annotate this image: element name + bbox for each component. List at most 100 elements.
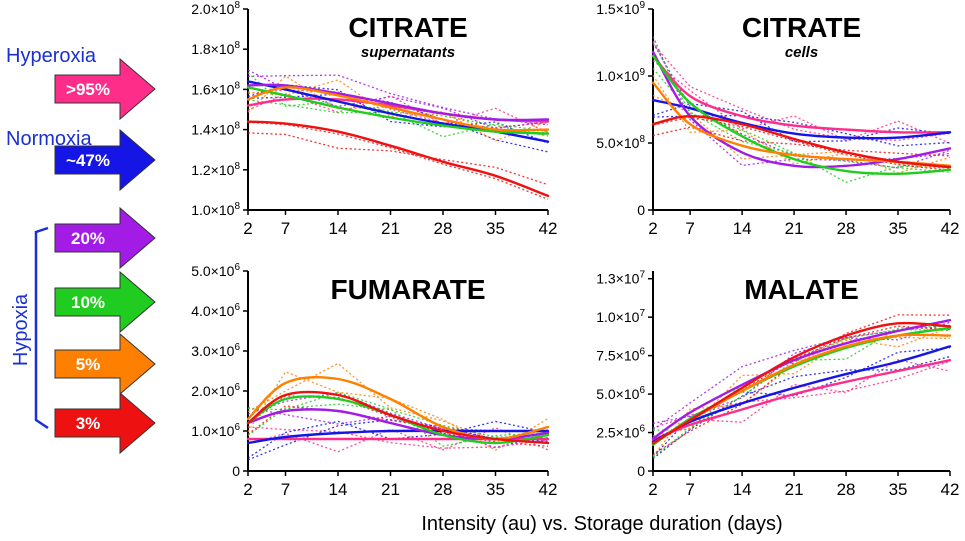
replicate-trace-47 — [247, 93, 549, 153]
chart-title: FUMARATE — [330, 274, 485, 305]
y-tick-label: 2.0×108 — [191, 0, 240, 17]
x-tick-label: 14 — [733, 219, 752, 238]
legend-label-c10: 10% — [71, 293, 105, 312]
y-tick-label: 2.0×106 — [191, 382, 240, 399]
x-tick-label: 14 — [733, 480, 752, 499]
x-tick-label: 21 — [785, 480, 804, 499]
legend-item-c95: >95% — [54, 57, 156, 121]
series-line-10 — [651, 54, 952, 176]
replicate-trace-5 — [652, 74, 951, 170]
series-line-95 — [651, 54, 952, 134]
y-tick-label: 5.0×108 — [596, 134, 645, 151]
x-tick-label: 28 — [434, 480, 453, 499]
x-tick-label: 21 — [785, 219, 804, 238]
hypoxia-bracket — [34, 226, 49, 430]
y-tick-label: 1.0×107 — [596, 308, 645, 325]
legend-arrow-c5 — [54, 332, 156, 396]
legend-arrow-c3 — [54, 391, 156, 455]
x-tick-label: 14 — [329, 480, 348, 499]
x-tick-label: 42 — [539, 480, 558, 499]
legend: >95% ~47% 20% 10% 5% 3% — [54, 57, 156, 455]
replicate-trace-47 — [652, 347, 951, 458]
replicate-trace-10 — [247, 403, 549, 439]
replicate-trace-95 — [247, 426, 549, 449]
chart-panel-1: 0 5.0×108 1.0×109 1.5×109 2 7 14 21 28 35 42 CITRAT… — [596, 0, 959, 238]
replicate-trace-10 — [247, 391, 549, 447]
series-line-3 — [246, 390, 550, 445]
replicate-trace-5 — [247, 371, 549, 451]
chart-subtitle: cells — [785, 44, 818, 61]
y-tick-label: 7.5×106 — [596, 347, 645, 364]
replicate-trace-5 — [652, 336, 951, 437]
chart-panels: 1.0×108 1.2×108 1.4×108 1.6×108 1.8×108 2.0×1… — [191, 0, 959, 499]
x-tick-label: 42 — [941, 480, 960, 499]
replicate-trace-95 — [247, 93, 549, 134]
y-tick-label: 0 — [637, 463, 645, 479]
replicate-trace-20 — [652, 321, 951, 425]
y-tick-label: 5.0×106 — [596, 385, 645, 402]
chart-title: CITRATE — [348, 12, 467, 43]
series-line-3 — [651, 321, 952, 445]
y-tick-label: 5.0×106 — [191, 262, 240, 279]
x-tick-label: 28 — [837, 480, 856, 499]
replicate-trace-5 — [652, 326, 951, 457]
chart-title: MALATE — [744, 274, 859, 305]
legend-arrow-c20 — [54, 206, 156, 270]
series-line-20 — [651, 319, 952, 440]
chart-title: CITRATE — [742, 12, 861, 43]
chart-panel-2: 0 1.0×106 2.0×106 3.0×106 4.0×106 5.0×106 2 7 14… — [191, 262, 557, 499]
x-tick-label: 2 — [648, 480, 657, 499]
group-label-normoxia: Normoxia — [6, 128, 92, 150]
replicate-trace-10 — [247, 99, 549, 137]
series-line-20 — [246, 408, 550, 441]
x-tick-label: 2 — [243, 219, 252, 238]
y-tick-label: 3.0×106 — [191, 342, 240, 359]
legend-label-c47: ~47% — [66, 151, 110, 170]
replicate-trace-3 — [652, 314, 951, 456]
x-tick-label: 35 — [889, 219, 908, 238]
legend-item-c10: 10% — [54, 270, 156, 334]
y-tick-label: 0 — [232, 463, 240, 479]
legend-item-c47: ~47% — [54, 128, 156, 192]
y-tick-label: 1.4×108 — [191, 121, 240, 138]
series-line-5 — [246, 86, 550, 132]
replicate-trace-47 — [247, 84, 549, 144]
legend-label-c95: >95% — [66, 80, 110, 99]
x-tick-label: 28 — [837, 219, 856, 238]
x-tick-label: 7 — [685, 480, 694, 499]
replicate-trace-3 — [247, 405, 549, 435]
series-line-3 — [246, 120, 550, 198]
x-tick-label: 35 — [486, 480, 505, 499]
series-line-20 — [246, 83, 550, 122]
x-tick-label: 14 — [329, 219, 348, 238]
x-tick-label: 28 — [434, 219, 453, 238]
series-line-95 — [651, 359, 952, 442]
legend-arrow-c47 — [54, 128, 156, 192]
y-tick-label: 2.5×106 — [596, 424, 645, 441]
legend-label-c3: 3% — [76, 414, 101, 433]
x-tick-label: 7 — [281, 219, 290, 238]
y-tick-label: 1.0×108 — [191, 201, 240, 218]
x-tick-label: 35 — [486, 219, 505, 238]
replicate-trace-95 — [652, 359, 951, 446]
legend-label-c5: 5% — [76, 355, 101, 374]
replicate-trace-20 — [652, 324, 951, 431]
series-line-47 — [651, 345, 952, 443]
chart-panel-0: 1.0×108 1.2×108 1.4×108 1.6×108 1.8×108 2.0×1… — [191, 0, 557, 238]
series-line-47 — [246, 429, 550, 445]
x-tick-label: 2 — [243, 480, 252, 499]
series-line-10 — [246, 86, 550, 135]
x-tick-label: 42 — [941, 219, 960, 238]
y-tick-label: 1.5×109 — [596, 0, 645, 17]
x-tick-label: 35 — [889, 480, 908, 499]
x-tick-label: 21 — [381, 219, 400, 238]
y-tick-label: 1.0×106 — [191, 422, 240, 439]
chart-subtitle: supernatants — [361, 44, 455, 61]
series-line-3 — [651, 114, 952, 169]
legend-item-c20: 20% — [54, 206, 156, 270]
group-label-hypoxia: Hypoxia — [10, 293, 32, 366]
replicate-trace-10 — [247, 72, 549, 138]
x-tick-label: 42 — [539, 219, 558, 238]
x-axis-caption: Intensity (au) vs. Storage duration (day… — [421, 513, 782, 535]
